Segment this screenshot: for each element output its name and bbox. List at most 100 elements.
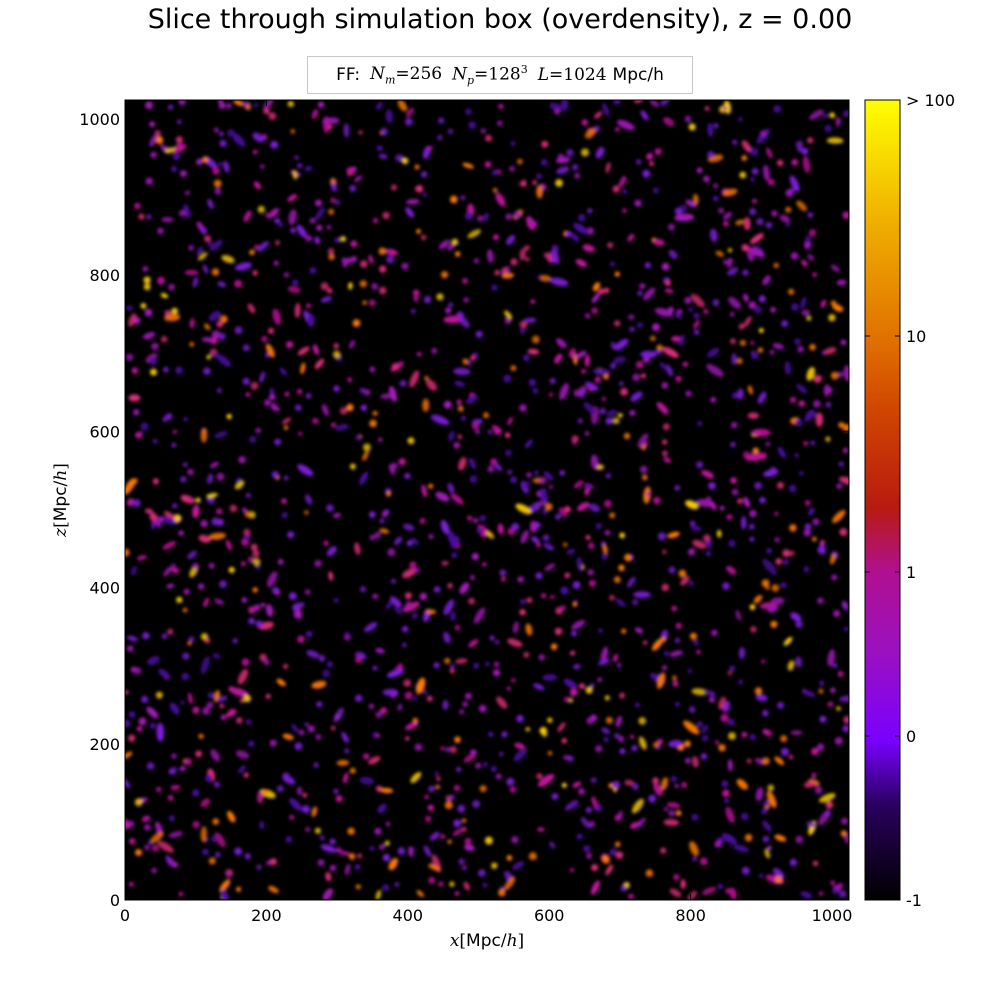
halo-point bbox=[289, 592, 297, 600]
halo-point bbox=[151, 844, 160, 852]
halo-point bbox=[465, 394, 479, 404]
halo-point bbox=[273, 260, 279, 266]
halo-point bbox=[668, 249, 678, 260]
halo-point bbox=[405, 117, 413, 126]
halo-point bbox=[824, 810, 831, 818]
halo-point bbox=[424, 815, 432, 823]
halo-point bbox=[317, 101, 325, 108]
halo-point bbox=[202, 848, 209, 856]
halo-point bbox=[577, 502, 590, 512]
halo-point bbox=[287, 194, 298, 202]
halo-point bbox=[234, 480, 245, 490]
halo-point bbox=[326, 546, 337, 557]
halo-point bbox=[219, 131, 224, 137]
colorbar-tick-label: 0 bbox=[906, 727, 916, 746]
halo-point bbox=[748, 301, 757, 310]
y-tick-label: 800 bbox=[89, 266, 120, 285]
halo-point bbox=[241, 597, 248, 603]
halo-point bbox=[832, 663, 838, 668]
halo-point bbox=[755, 694, 768, 702]
halo-point bbox=[669, 888, 682, 898]
halo-point bbox=[377, 803, 387, 814]
halo-point bbox=[815, 412, 824, 427]
halo-point bbox=[528, 378, 537, 387]
halo-point bbox=[422, 398, 430, 412]
halo-point bbox=[182, 607, 188, 613]
halo-point bbox=[591, 292, 601, 304]
halo-point bbox=[359, 280, 367, 288]
halo-point bbox=[812, 272, 818, 278]
halo-point bbox=[609, 848, 617, 856]
halo-point bbox=[598, 288, 605, 295]
halo-point bbox=[738, 323, 745, 330]
halo-point bbox=[462, 162, 474, 169]
halo-point bbox=[138, 213, 145, 220]
halo-point bbox=[285, 836, 293, 843]
halo-point bbox=[447, 583, 453, 589]
halo-point bbox=[772, 343, 784, 350]
halo-point bbox=[779, 214, 791, 223]
halo-point bbox=[759, 497, 766, 504]
halo-point bbox=[487, 465, 495, 473]
halo-point bbox=[719, 505, 725, 511]
halo-point bbox=[571, 619, 586, 630]
halo-point bbox=[714, 840, 722, 848]
halo-point bbox=[260, 602, 266, 608]
halo-point bbox=[603, 373, 609, 380]
halo-point bbox=[601, 553, 609, 561]
halo-point bbox=[352, 319, 361, 327]
halo-point bbox=[275, 240, 280, 246]
halo-point bbox=[144, 508, 154, 514]
halo-point bbox=[547, 717, 553, 723]
halo-point bbox=[163, 367, 169, 373]
halo-point bbox=[597, 677, 602, 683]
halo-point bbox=[812, 860, 819, 867]
halo-point bbox=[571, 164, 579, 171]
halo-point bbox=[168, 831, 184, 838]
halo-point bbox=[811, 772, 817, 778]
halo-point bbox=[414, 743, 423, 752]
halo-point bbox=[636, 817, 647, 826]
halo-point bbox=[811, 747, 819, 756]
halo-point bbox=[830, 264, 840, 273]
halo-point bbox=[241, 561, 246, 567]
halo-point bbox=[233, 100, 244, 106]
halo-point bbox=[155, 691, 163, 699]
halo-point bbox=[161, 217, 174, 223]
halo-point bbox=[636, 159, 642, 165]
halo-point bbox=[818, 793, 836, 803]
halo-point bbox=[223, 160, 230, 173]
halo-point bbox=[758, 873, 764, 879]
halo-point bbox=[182, 652, 190, 660]
halo-point bbox=[304, 494, 313, 505]
halo-point bbox=[378, 247, 386, 255]
halo-point bbox=[211, 517, 220, 526]
halo-point bbox=[814, 786, 823, 794]
halo-point bbox=[788, 754, 794, 760]
halo-point bbox=[495, 773, 502, 780]
halo-point bbox=[525, 256, 530, 262]
halo-point bbox=[512, 861, 525, 870]
halo-point bbox=[484, 836, 493, 845]
halo-point bbox=[615, 715, 623, 728]
halo-point bbox=[709, 228, 718, 242]
halo-point bbox=[359, 387, 366, 394]
halo-point bbox=[322, 669, 331, 678]
halo-point bbox=[207, 692, 214, 699]
halo-point bbox=[585, 686, 593, 694]
halo-point bbox=[385, 491, 392, 497]
halo-point bbox=[801, 309, 811, 316]
halo-point bbox=[791, 159, 799, 166]
halo-point bbox=[403, 679, 412, 687]
halo-point bbox=[276, 678, 286, 687]
halo-point bbox=[727, 248, 733, 253]
halo-point bbox=[296, 388, 303, 395]
halo-point bbox=[819, 541, 826, 555]
halo-point bbox=[559, 470, 565, 476]
halo-point bbox=[571, 801, 579, 809]
halo-point bbox=[783, 636, 793, 646]
halo-point bbox=[684, 115, 692, 123]
halo-point bbox=[282, 733, 294, 740]
halo-point bbox=[614, 271, 620, 277]
halo-point bbox=[619, 381, 624, 386]
